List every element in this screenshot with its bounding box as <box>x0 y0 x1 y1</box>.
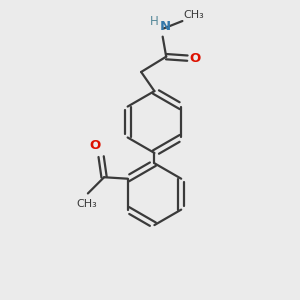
Text: O: O <box>190 52 201 64</box>
Text: N: N <box>160 20 171 33</box>
Text: CH₃: CH₃ <box>184 10 205 20</box>
Text: H: H <box>150 15 159 28</box>
Text: O: O <box>89 139 100 152</box>
Text: CH₃: CH₃ <box>76 199 97 209</box>
